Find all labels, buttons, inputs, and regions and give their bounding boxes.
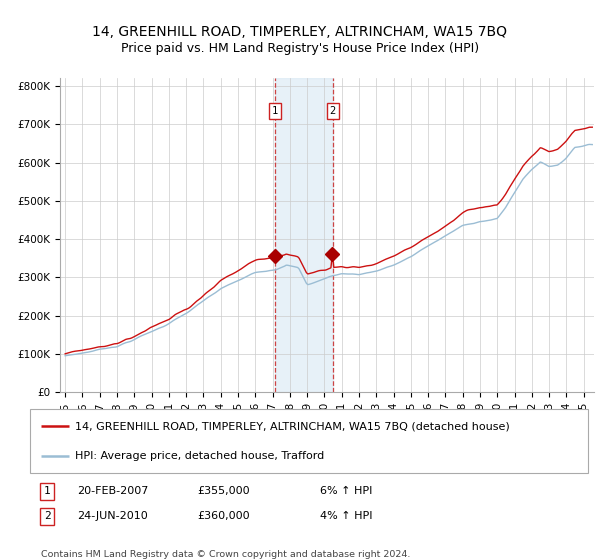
FancyBboxPatch shape	[30, 409, 588, 473]
Text: 14, GREENHILL ROAD, TIMPERLEY, ALTRINCHAM, WA15 7BQ (detached house): 14, GREENHILL ROAD, TIMPERLEY, ALTRINCHA…	[74, 421, 509, 431]
Text: 2: 2	[44, 511, 50, 521]
Text: 6% ↑ HPI: 6% ↑ HPI	[320, 486, 373, 496]
Text: Price paid vs. HM Land Registry's House Price Index (HPI): Price paid vs. HM Land Registry's House …	[121, 42, 479, 55]
Text: £355,000: £355,000	[197, 486, 250, 496]
Text: £360,000: £360,000	[197, 511, 250, 521]
Text: 4% ↑ HPI: 4% ↑ HPI	[320, 511, 373, 521]
Bar	[275, 78, 333, 392]
Text: 1: 1	[44, 486, 50, 496]
Text: 24-JUN-2010: 24-JUN-2010	[77, 511, 148, 521]
Text: 20-FEB-2007: 20-FEB-2007	[77, 486, 149, 496]
Text: 2: 2	[329, 106, 336, 116]
Text: 1: 1	[272, 106, 278, 116]
Text: HPI: Average price, detached house, Trafford: HPI: Average price, detached house, Traf…	[74, 451, 324, 461]
Text: 14, GREENHILL ROAD, TIMPERLEY, ALTRINCHAM, WA15 7BQ: 14, GREENHILL ROAD, TIMPERLEY, ALTRINCHA…	[92, 25, 508, 39]
Text: Contains HM Land Registry data © Crown copyright and database right 2024.
This d: Contains HM Land Registry data © Crown c…	[41, 550, 410, 560]
